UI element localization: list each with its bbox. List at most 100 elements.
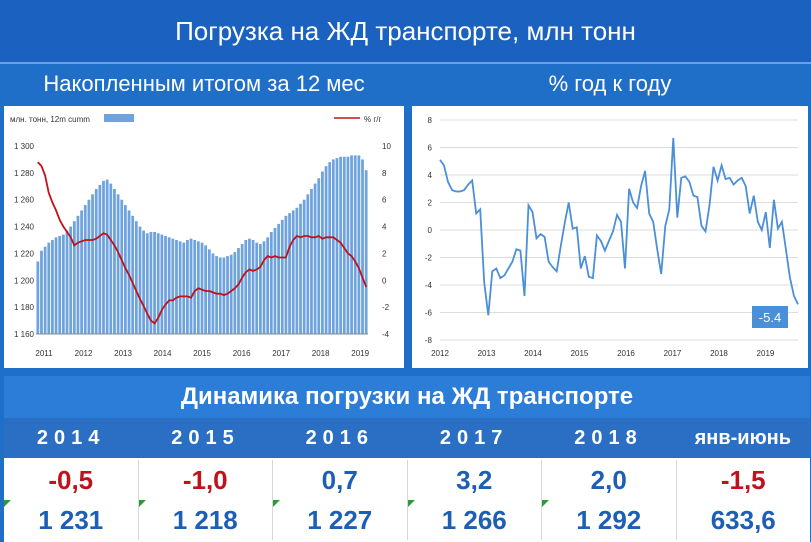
table-cell: 0,7 <box>273 460 408 500</box>
bar <box>328 162 332 334</box>
bar <box>43 246 47 334</box>
bar <box>65 230 69 334</box>
cell-marker-icon <box>407 500 415 507</box>
cell-value: 1 266 <box>441 504 507 535</box>
bar <box>175 240 178 334</box>
last-value-label: -5.4 <box>759 310 781 325</box>
bar <box>262 241 266 334</box>
y2-tick-label: 10 <box>382 142 391 151</box>
bar <box>317 178 321 334</box>
bar <box>321 171 324 334</box>
cell-marker-icon <box>542 500 549 507</box>
bar <box>291 210 295 334</box>
x-tick-label: 2011 <box>35 349 53 358</box>
table-cell: 1 231 <box>4 500 139 540</box>
x-tick-label: 2014 <box>154 349 172 358</box>
y-tick-label: 0 <box>428 226 433 235</box>
x-tick-label: 2019 <box>351 349 369 358</box>
bar <box>182 242 186 334</box>
left-chart-subtitle: Накопленным итогом за 12 мес <box>43 71 365 96</box>
bar <box>156 233 160 334</box>
bar <box>164 235 167 334</box>
cell-value: 633,6 <box>710 504 776 535</box>
last-value-badge <box>752 306 788 328</box>
bar <box>153 231 156 334</box>
cell-value: 1 292 <box>576 504 642 535</box>
cell-marker-icon <box>273 500 280 507</box>
x-tick-label: 2015 <box>193 349 211 358</box>
bar <box>335 158 339 334</box>
y-tick-label: 6 <box>428 144 433 153</box>
table-cell: 633,6 <box>677 500 811 540</box>
legend-bar-swatch <box>104 114 134 122</box>
table-cell: 2,0 <box>542 460 677 500</box>
x-tick-label: 2012 <box>431 349 449 358</box>
bar <box>226 256 229 334</box>
bar <box>229 254 233 334</box>
bar <box>72 221 76 334</box>
bar <box>109 183 113 334</box>
bar <box>54 237 58 334</box>
bar <box>94 188 98 334</box>
y2-tick-label: 8 <box>382 169 387 178</box>
y-tick-label: 1 260 <box>14 196 35 205</box>
x-tick-label: 2013 <box>478 349 496 358</box>
bar <box>361 159 364 334</box>
x-tick-label: 2015 <box>571 349 589 358</box>
bar <box>186 240 189 334</box>
bar <box>244 240 248 334</box>
bar <box>47 242 51 334</box>
bar <box>193 240 197 334</box>
y-tick-label: -8 <box>425 336 433 345</box>
bar <box>342 156 346 334</box>
header-cell: 2014 <box>36 426 106 449</box>
table-cell: 1 266 <box>407 500 542 540</box>
x-tick-label: 2014 <box>524 349 542 358</box>
bar <box>204 245 208 334</box>
cell-marker-icon <box>138 500 146 507</box>
legend-line-label: % г/г <box>364 115 381 124</box>
page-title: Погрузка на ЖД транспорте, млн тонн <box>0 0 811 64</box>
bar <box>284 215 288 334</box>
bar <box>80 210 83 334</box>
bar <box>131 215 135 334</box>
bar <box>211 253 215 334</box>
bar <box>280 219 284 334</box>
y2-tick-label: -4 <box>382 330 390 339</box>
bar <box>215 256 218 334</box>
bar <box>346 156 350 334</box>
bar <box>269 231 273 334</box>
bar <box>258 244 262 334</box>
bar <box>105 179 109 334</box>
bar <box>134 221 138 334</box>
bar <box>339 156 343 334</box>
y-tick-label: 4 <box>428 171 433 180</box>
bar <box>248 238 251 334</box>
x-tick-label: 2018 <box>312 349 330 358</box>
series-line-yoy <box>439 137 799 316</box>
bar <box>324 166 328 334</box>
bar <box>76 215 80 334</box>
y-tick-label: -6 <box>425 309 433 318</box>
cell-value: 1 231 <box>38 504 104 535</box>
bar <box>189 238 193 334</box>
cell-marker-icon <box>4 500 11 507</box>
bar <box>200 242 204 334</box>
x-tick-label: 2017 <box>272 349 290 358</box>
x-tick-label: 2012 <box>75 349 93 358</box>
bar <box>149 231 153 334</box>
bar <box>138 226 142 334</box>
table-header-row: 2014 2015 2016 2017 2018 янв-июнь <box>4 418 810 458</box>
bar <box>61 234 65 334</box>
bar <box>87 199 91 334</box>
bar <box>91 194 94 334</box>
series-line-yoy <box>37 161 368 325</box>
bar <box>364 170 368 334</box>
table-row-yoy: -0,5 -1,0 0,7 3,2 2,0 -1,5 <box>4 460 810 501</box>
bar <box>36 261 40 334</box>
bar <box>116 194 120 334</box>
bar <box>277 223 281 334</box>
bar <box>171 238 175 334</box>
y-tick-label: 8 <box>428 116 433 125</box>
bar <box>299 203 302 334</box>
